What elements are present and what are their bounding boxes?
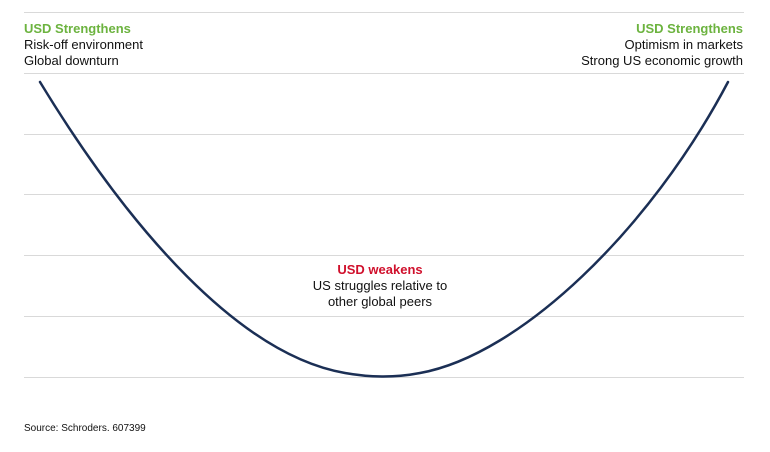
center-heading: USD weakens [337,262,423,277]
center-line-1: US struggles relative to [312,278,448,293]
left-line-1: Risk-off environment [24,37,143,52]
right-heading: USD Strengthens [636,21,743,36]
left-heading: USD Strengthens [24,21,131,36]
gridlines [24,12,744,378]
right-annotation: USD Strengthens Optimism in markets Stro… [581,21,743,69]
center-line-2: other global peers [327,294,433,309]
source-note: Source: Schroders. 607399 [24,423,146,434]
smile-curve [38,80,730,378]
center-annotation: USD weakens US struggles relative to oth… [250,262,510,310]
right-line-2: Strong US economic growth [581,53,743,68]
left-line-2: Global downturn [24,53,119,68]
left-annotation: USD Strengthens Risk-off environment Glo… [24,21,143,69]
right-line-1: Optimism in markets [624,37,743,52]
